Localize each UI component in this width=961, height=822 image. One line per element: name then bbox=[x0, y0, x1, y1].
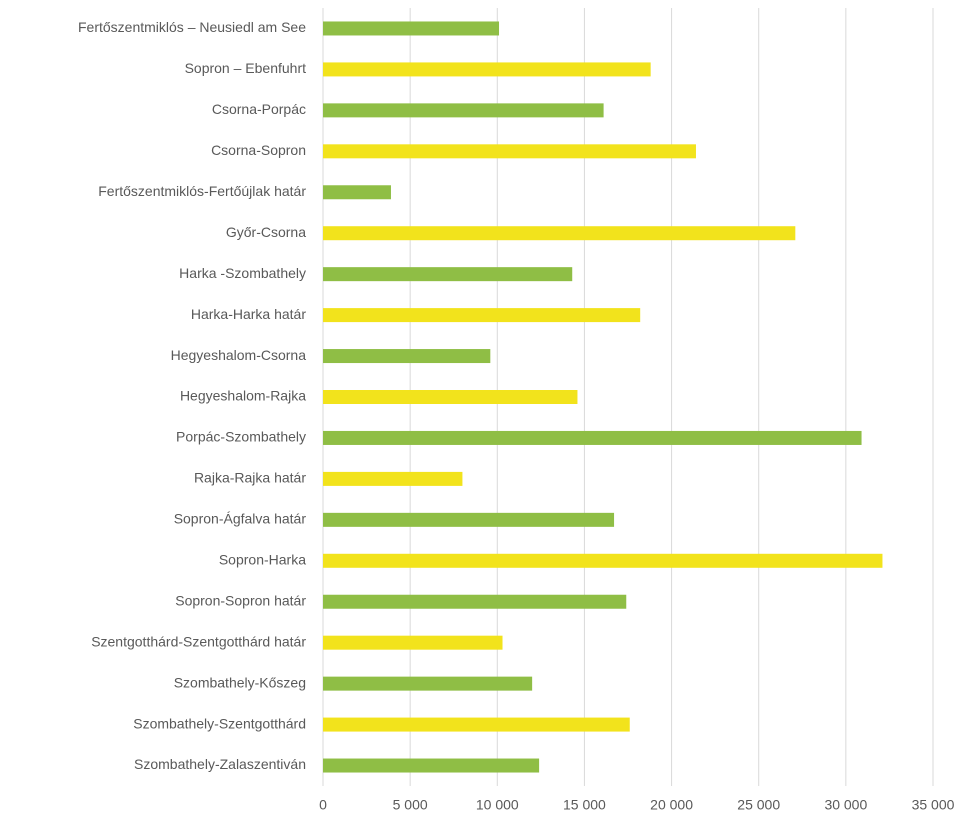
bar bbox=[323, 430, 862, 445]
bar bbox=[323, 676, 533, 691]
x-tick-label: 20 000 bbox=[650, 797, 693, 813]
bar bbox=[323, 185, 391, 200]
y-tick-label: Szombathely-Zalaszentiván bbox=[134, 756, 306, 772]
bar bbox=[323, 635, 503, 650]
x-tick-label: 35 000 bbox=[912, 797, 955, 813]
y-tick-label: Fertőszentmiklós – Neusiedl am See bbox=[78, 19, 306, 35]
bar bbox=[323, 471, 463, 486]
y-tick-label: Harka-Harka határ bbox=[191, 306, 306, 322]
y-tick-label: Hegyeshalom-Csorna bbox=[171, 347, 307, 363]
x-tick-label: 0 bbox=[319, 797, 327, 813]
bar bbox=[323, 758, 540, 773]
bar bbox=[323, 144, 696, 159]
y-tick-label: Sopron – Ebenfuhrt bbox=[185, 60, 307, 76]
y-tick-label: Csorna-Porpác bbox=[212, 101, 306, 117]
y-tick-label: Győr-Csorna bbox=[226, 224, 306, 240]
y-tick-label: Porpác-Szombathely bbox=[176, 429, 306, 445]
bar bbox=[323, 62, 651, 77]
bar bbox=[323, 717, 630, 732]
x-tick-label: 10 000 bbox=[476, 797, 519, 813]
y-tick-label: Harka -Szombathely bbox=[179, 265, 306, 281]
x-tick-label: 15 000 bbox=[563, 797, 606, 813]
x-tick-label: 30 000 bbox=[824, 797, 867, 813]
y-tick-label: Fertőszentmiklós-Fertőújlak határ bbox=[98, 183, 306, 199]
y-tick-label: Csorna-Sopron bbox=[211, 142, 306, 158]
y-tick-label: Sopron-Ágfalva határ bbox=[174, 511, 307, 527]
bar bbox=[323, 226, 796, 241]
bar bbox=[323, 267, 573, 282]
y-tick-label: Hegyeshalom-Rajka bbox=[180, 388, 306, 404]
bar bbox=[323, 390, 578, 404]
y-tick-label: Szombathely-Szentgotthárd bbox=[133, 715, 306, 731]
x-tick-label: 25 000 bbox=[737, 797, 780, 813]
bar bbox=[323, 103, 604, 118]
y-tick-label: Szombathely-Kőszeg bbox=[174, 674, 306, 690]
y-tick-label: Sopron-Harka bbox=[219, 551, 306, 567]
bar bbox=[323, 349, 491, 364]
x-tick-label: 5 000 bbox=[393, 797, 428, 813]
bar bbox=[323, 308, 641, 323]
bar bbox=[323, 21, 500, 36]
y-tick-label: Szentgotthárd-Szentgotthárd határ bbox=[91, 633, 306, 649]
y-tick-label: Sopron-Sopron határ bbox=[175, 592, 306, 608]
y-tick-label: Rajka-Rajka határ bbox=[194, 470, 306, 486]
bar bbox=[323, 594, 627, 609]
bar bbox=[323, 553, 883, 568]
bar bbox=[323, 512, 615, 527]
